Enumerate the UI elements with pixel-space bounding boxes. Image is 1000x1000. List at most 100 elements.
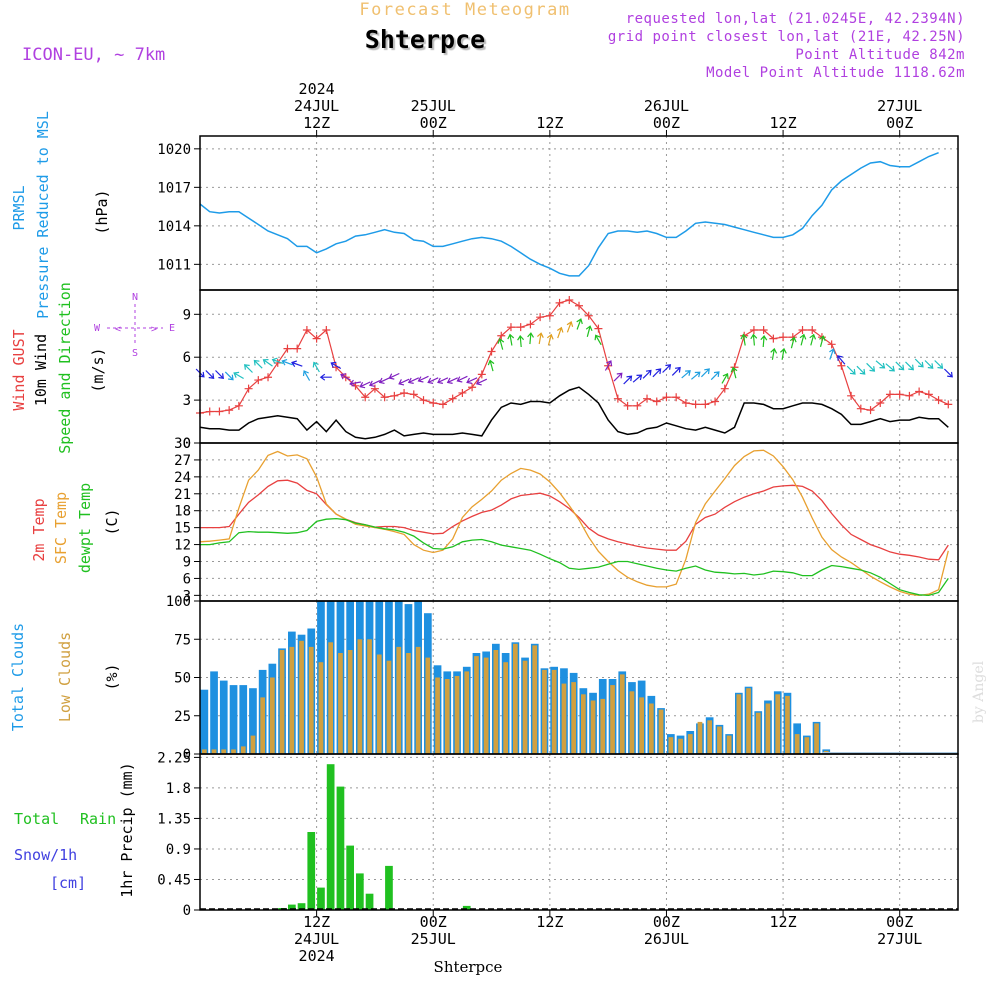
- compass-icon: N S W E < >: [94, 292, 175, 359]
- bottom-time-label: 25JUL: [411, 930, 456, 948]
- wind-arrow-icon: [319, 373, 332, 381]
- bottom-time-label: 26JUL: [644, 930, 689, 948]
- gust-point: [390, 391, 399, 400]
- gust-line: [199, 299, 949, 414]
- wind-arrow-icon: [652, 368, 662, 378]
- low-cloud-bar: [270, 677, 275, 754]
- wind-arrow-icon: [914, 358, 924, 368]
- low-cloud-bar: [202, 749, 207, 754]
- wind-arrow-icon: [546, 333, 554, 346]
- y-tick-label: 25: [174, 709, 191, 725]
- wind-arrow-icon: [691, 371, 701, 380]
- total-cloud-bar: [200, 689, 209, 754]
- gust-point: [536, 313, 545, 322]
- wind-arrow-icon: [349, 379, 362, 387]
- temp-sfc-line: [199, 449, 949, 597]
- model-altitude: Model Point Altitude 1118.62m: [706, 65, 965, 81]
- gust-point: [497, 331, 506, 340]
- y-tick-label: 0: [183, 747, 191, 763]
- low-cloud-bar: [697, 721, 703, 754]
- rain-bar: [346, 845, 354, 910]
- low-cloud-bar: [318, 662, 324, 754]
- wind-arrow-icon: [262, 359, 273, 367]
- top-time-label: 27JUL: [877, 97, 922, 115]
- y-tick-label: 100: [166, 594, 191, 610]
- y-tick-label: 0: [183, 903, 191, 919]
- rain-bar: [317, 887, 325, 910]
- low-cloud-bar: [250, 735, 256, 754]
- pressure-labels: PRMSL Pressure Reduced to MSL (hPa): [10, 111, 111, 319]
- wind-arrow-icon: [398, 378, 410, 386]
- wind-arrow-icon: [856, 365, 866, 375]
- bottom-time-label: 12Z: [770, 913, 797, 931]
- wind-arrow-icon: [662, 364, 672, 373]
- rain-bar: [326, 764, 335, 910]
- low-cloud-bar: [804, 737, 810, 754]
- compass-e: E: [169, 323, 175, 334]
- wind-arrow-icon: [215, 370, 225, 380]
- wind-arrow-icon: [243, 364, 253, 373]
- pressure-unit: (hPa): [93, 189, 111, 234]
- low-cloud-bar: [396, 646, 402, 754]
- wind-arrow-icon: [417, 375, 429, 383]
- gust-point: [380, 393, 389, 402]
- gust-point: [915, 387, 924, 396]
- wind-arrow-icon: [837, 355, 846, 365]
- gust-point: [662, 393, 671, 402]
- cloud-label-total: Total Clouds: [9, 623, 27, 731]
- wind-arrow-icon: [934, 360, 944, 369]
- wind-arrow-icon: [750, 333, 758, 346]
- gust-point: [652, 397, 661, 406]
- low-cloud-bar: [474, 656, 479, 754]
- gust-point: [769, 334, 778, 343]
- low-cloud-bar: [513, 643, 518, 754]
- low-cloud-bar: [746, 688, 751, 754]
- low-cloud-bar: [755, 712, 761, 754]
- wind-arrow-icon: [943, 368, 953, 378]
- low-cloud-bar: [279, 650, 285, 754]
- precip-label-snow: Snow/1h: [14, 846, 77, 864]
- low-cloud-bar: [736, 694, 742, 754]
- gust-point: [322, 326, 331, 335]
- low-cloud-bar: [522, 660, 528, 754]
- bottom-time-label: 00Z: [653, 913, 680, 931]
- total-cloud-bar: [210, 671, 218, 754]
- wind-arrow-icon: [271, 357, 284, 365]
- bottom-time-label: 2024: [299, 947, 335, 965]
- top-time-label: 00Z: [886, 114, 913, 132]
- rain-bar: [307, 832, 316, 910]
- wind-arrow-icon: [740, 333, 748, 346]
- rain-bar: [385, 865, 393, 910]
- gust-point: [613, 394, 622, 403]
- cloud-unit: (%): [103, 663, 121, 690]
- pressure-label-prmsl: PRMSL: [10, 185, 28, 230]
- watermark: by Angel: [971, 660, 987, 723]
- low-cloud-bar: [338, 653, 343, 754]
- wind-arrow-icon: [613, 372, 623, 382]
- y-tick-label: 30: [174, 436, 191, 452]
- gust-point: [565, 296, 574, 305]
- low-cloud-bar: [454, 676, 460, 754]
- panel-frame: [199, 135, 959, 291]
- gust-point: [866, 406, 875, 415]
- gust-point: [837, 361, 846, 370]
- temp-unit: (C): [103, 508, 121, 535]
- wind-arrow-icon: [291, 360, 303, 368]
- gust-point: [759, 326, 768, 335]
- y-tick-label: 18: [174, 504, 191, 520]
- wind-label-gust: Wind GUST: [10, 329, 28, 410]
- low-cloud-bar: [503, 662, 508, 754]
- low-cloud-bar: [717, 726, 722, 754]
- compass-s: S: [132, 348, 138, 359]
- wind-arrow-icon: [829, 348, 836, 360]
- wind-label-dir: Speed and Direction: [56, 282, 74, 454]
- y-tick-label: 0.9: [166, 842, 191, 858]
- gust-point: [720, 384, 729, 393]
- wind-arrow-icon: [253, 359, 263, 369]
- low-cloud-bar: [561, 683, 567, 754]
- y-tick-label: 6: [183, 571, 191, 587]
- total-cloud-bar: [219, 680, 228, 754]
- gust-point: [448, 394, 457, 403]
- wind-arrow-icon: [594, 334, 602, 346]
- low-cloud-bar: [483, 657, 489, 754]
